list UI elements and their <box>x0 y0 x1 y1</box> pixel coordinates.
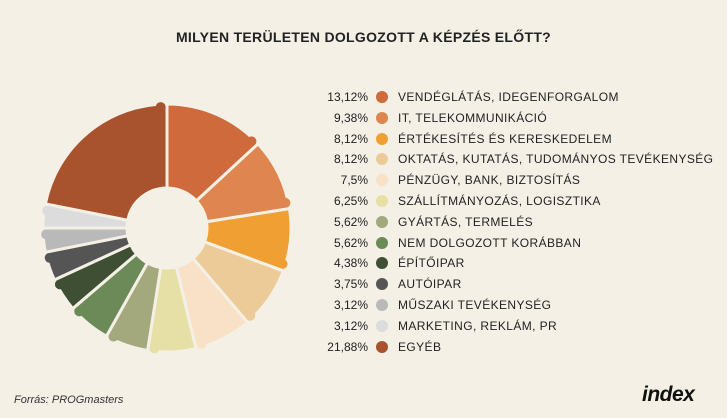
legend-item: 4,38% ÉPÍTŐIPAR <box>300 254 720 272</box>
legend-swatch <box>376 215 388 228</box>
legend-swatch <box>376 195 388 207</box>
legend-label: MARKETING, REKLÁM, PR <box>398 318 558 333</box>
source-note: Forrás: PROGmasters <box>14 394 124 406</box>
legend-label: VENDÉGLÁTÁS, IDEGENFORGALOM <box>398 90 619 104</box>
legend-label: GYÁRTÁS, TERMELÉS <box>398 214 534 229</box>
legend-percent: 5,62% <box>333 235 368 250</box>
slice-knob-2 <box>280 197 291 208</box>
legend-item: 5,62% GYÁRTÁS, TERMELÉS <box>300 213 720 231</box>
legend-swatch <box>376 174 388 187</box>
slice-knob-12 <box>42 205 53 216</box>
legend-swatch <box>376 132 388 145</box>
legend-item: 21,88% EGYÉB <box>300 338 720 356</box>
legend-label: PÉNZÜGY, BANK, BIZTOSÍTÁS <box>398 173 581 188</box>
legend-item: 5,62% NEM DOLGOZOTT KORÁBBAN <box>300 234 720 252</box>
legend-label: MŰSZAKI TEVÉKENYSÉG <box>398 298 552 312</box>
legend-swatch <box>376 153 388 166</box>
legend-percent: 3,12% <box>333 318 368 333</box>
legend-percent: 21,88% <box>327 339 368 354</box>
legend-swatch <box>376 257 388 270</box>
slice-knob-5 <box>196 339 207 350</box>
brand-logo: index <box>642 383 695 406</box>
legend-percent: 5,62% <box>333 214 368 229</box>
legend-item: 8,12% OKTATÁS, KUTATÁS, TUDOMÁNYOS TEVÉKE… <box>300 150 720 168</box>
legend-label: AUTÓIPAR <box>398 277 462 292</box>
legend-label: OKTATÁS, KUTATÁS, TUDOMÁNYOS TEVÉKENYSÉG <box>398 152 714 167</box>
legend-swatch <box>376 278 388 291</box>
legend-label: ÉRTÉKESÍTÉS ÉS KERESKEDELEM <box>398 131 612 146</box>
legend-label: SZÁLLÍTMÁNYOZÁS, LOGISZTIKA <box>398 194 601 208</box>
legend-item: 3,12% MARKETING, REKLÁM, PR <box>300 317 720 335</box>
legend-percent: 4,38% <box>333 256 368 271</box>
slice-knob-13 <box>155 102 166 113</box>
slice-knob-8 <box>74 306 85 317</box>
legend-swatch <box>376 236 388 249</box>
legend-item: 8,12% ÉRTÉKESÍTÉS ÉS KERESKEDELEM <box>300 130 720 148</box>
legend-swatch <box>376 111 388 124</box>
legend-item: 7,5% PÉNZÜGY, BANK, BIZTOSÍTÁS <box>300 171 720 189</box>
legend-label: IT, TELEKOMMUNIKÁCIÓ <box>398 110 548 125</box>
slice-knob-1 <box>246 136 257 147</box>
legend-item: 6,25% SZÁLLÍTMÁNYOZÁS, LOGISZTIKA <box>300 192 720 210</box>
slice-knob-7 <box>108 331 119 342</box>
legend-label: NEM DOLGOZOTT KORÁBBAN <box>398 235 582 250</box>
legend-swatch <box>376 91 388 103</box>
slice-knob-9 <box>54 279 65 290</box>
legend-percent: 8,12% <box>333 152 368 167</box>
slice-knob-11 <box>41 229 52 240</box>
legend-item: 3,75% AUTÓIPAR <box>300 275 720 293</box>
donut-hole <box>127 188 207 268</box>
legend-label: EGYÉB <box>398 339 442 354</box>
legend-swatch <box>376 340 388 353</box>
pie-slice-13 <box>43 102 169 222</box>
slice-knob-6 <box>149 343 160 354</box>
legend-item: 3,12% MŰSZAKI TEVÉKENYSÉG <box>300 296 720 314</box>
legend-percent: 9,38% <box>333 110 368 125</box>
legend-item: 13,12% VENDÉGLÁTÁS, IDEGENFORGALOM <box>300 88 720 106</box>
chart-title: MILYEN TERÜLETEN DOLGOZOTT A KÉPZÉS ELŐT… <box>175 29 552 45</box>
slice-knob-10 <box>44 252 55 263</box>
legend-swatch <box>376 319 388 332</box>
legend-percent: 7,5% <box>340 173 368 188</box>
legend-item: 9,38% IT, TELEKOMMUNIKÁCIÓ <box>300 109 720 127</box>
legend-percent: 3,75% <box>333 277 368 292</box>
legend-percent: 13,12% <box>327 90 368 104</box>
legend-label: ÉPÍTŐIPAR <box>398 256 465 271</box>
legend-percent: 3,12% <box>333 298 368 312</box>
slice-knob-4 <box>245 310 256 321</box>
legend-swatch <box>376 299 388 311</box>
slice-knob-3 <box>277 258 288 269</box>
legend-percent: 8,12% <box>333 131 368 146</box>
legend-percent: 6,25% <box>333 194 368 208</box>
